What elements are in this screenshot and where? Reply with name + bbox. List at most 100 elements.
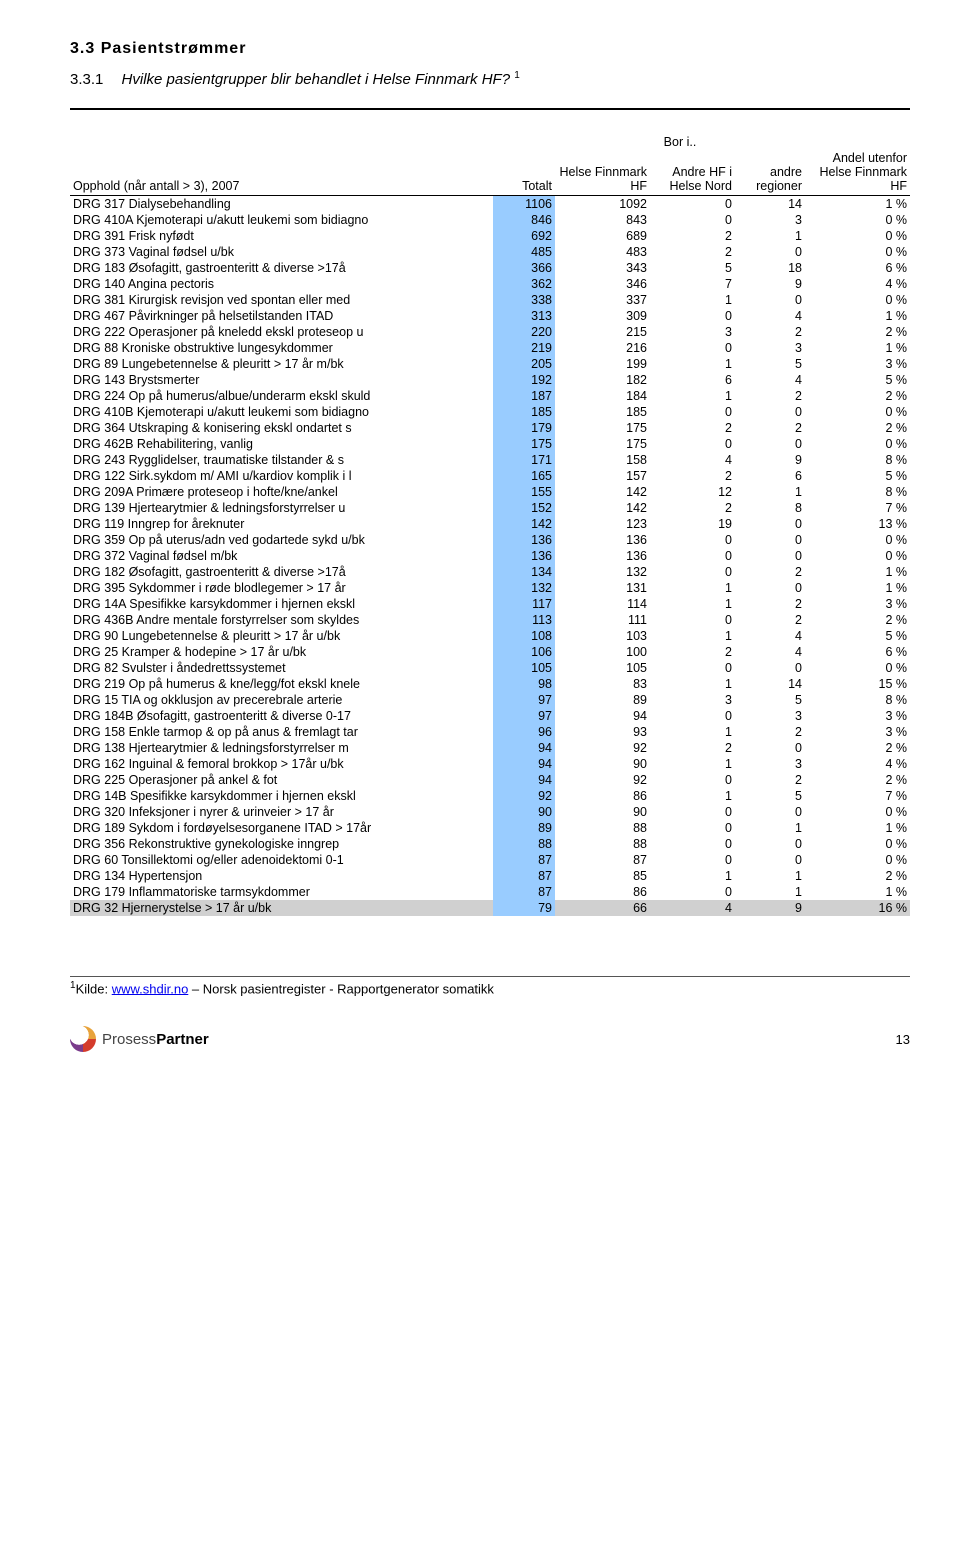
cell-b: 1 [650, 868, 735, 884]
cell-c: 1 [735, 868, 805, 884]
cell-b: 0 [650, 836, 735, 852]
cell-pct: 1 % [805, 564, 910, 580]
table-row: DRG 356 Rekonstruktive gynekologiske inn… [70, 836, 910, 852]
table-row: DRG 183 Øsofagitt, gastroenteritt & dive… [70, 260, 910, 276]
cell-totalt: 92 [493, 788, 555, 804]
cell-a: 90 [555, 804, 650, 820]
cell-a: 185 [555, 404, 650, 420]
cell-totalt: 220 [493, 324, 555, 340]
cell-pct: 1 % [805, 308, 910, 324]
cell-b: 7 [650, 276, 735, 292]
row-label: DRG 122 Sirk.sykdom m/ AMI u/kardiov kom… [70, 468, 493, 484]
table-row: DRG 381 Kirurgisk revisjon ved spontan e… [70, 292, 910, 308]
cell-b: 2 [650, 420, 735, 436]
cell-a: 86 [555, 884, 650, 900]
cell-pct: 4 % [805, 756, 910, 772]
cell-pct: 1 % [805, 196, 910, 213]
cell-b: 0 [650, 548, 735, 564]
table-row: DRG 243 Rygglidelser, traumatiske tilsta… [70, 452, 910, 468]
cell-pct: 2 % [805, 612, 910, 628]
cell-a: 66 [555, 900, 650, 916]
footnote: 1Kilde: www.shdir.no – Norsk pasientregi… [70, 976, 910, 996]
cell-c: 3 [735, 756, 805, 772]
cell-pct: 0 % [805, 532, 910, 548]
cell-pct: 8 % [805, 692, 910, 708]
cell-b: 4 [650, 452, 735, 468]
cell-totalt: 485 [493, 244, 555, 260]
table-row: DRG 119 Inngrep for åreknuter14212319013… [70, 516, 910, 532]
row-label: DRG 372 Vaginal fødsel m/bk [70, 548, 493, 564]
cell-a: 689 [555, 228, 650, 244]
cell-a: 94 [555, 708, 650, 724]
cell-c: 2 [735, 420, 805, 436]
footnote-suffix: – Norsk pasientregister - Rapportgenerat… [188, 981, 494, 996]
cell-b: 1 [650, 388, 735, 404]
col-h3: andre regioner [735, 150, 805, 196]
cell-totalt: 87 [493, 852, 555, 868]
cell-totalt: 113 [493, 612, 555, 628]
row-label: DRG 410B Kjemoterapi u/akutt leukemi som… [70, 404, 493, 420]
table-row: DRG 391 Frisk nyfødt692689210 % [70, 228, 910, 244]
cell-totalt: 88 [493, 836, 555, 852]
cell-c: 9 [735, 276, 805, 292]
row-label: DRG 158 Enkle tarmop & op på anus & frem… [70, 724, 493, 740]
cell-pct: 3 % [805, 356, 910, 372]
cell-pct: 3 % [805, 724, 910, 740]
cell-totalt: 134 [493, 564, 555, 580]
cell-b: 1 [650, 580, 735, 596]
cell-c: 0 [735, 804, 805, 820]
cell-totalt: 205 [493, 356, 555, 372]
subsection-heading: 3.3.1 Hvilke pasientgrupper blir behandl… [70, 70, 910, 88]
table-row: DRG 139 Hjertearytmier & ledningsforstyr… [70, 500, 910, 516]
cell-a: 309 [555, 308, 650, 324]
cell-a: 90 [555, 756, 650, 772]
cell-a: 93 [555, 724, 650, 740]
cell-c: 9 [735, 900, 805, 916]
table-row: DRG 209A Primære proteseop i hofte/kne/a… [70, 484, 910, 500]
row-label: DRG 373 Vaginal fødsel u/bk [70, 244, 493, 260]
cell-b: 1 [650, 788, 735, 804]
footnote-prefix: Kilde: [76, 981, 112, 996]
cell-c: 2 [735, 724, 805, 740]
cell-a: 83 [555, 676, 650, 692]
table-row: DRG 88 Kroniske obstruktive lungesykdomm… [70, 340, 910, 356]
cell-c: 1 [735, 484, 805, 500]
cell-a: 142 [555, 484, 650, 500]
cell-a: 136 [555, 548, 650, 564]
row-label: DRG 222 Operasjoner på kneledd ekskl pro… [70, 324, 493, 340]
cell-b: 1 [650, 596, 735, 612]
cell-c: 18 [735, 260, 805, 276]
cell-b: 2 [650, 500, 735, 516]
cell-a: 92 [555, 772, 650, 788]
cell-c: 8 [735, 500, 805, 516]
cell-pct: 13 % [805, 516, 910, 532]
row-label: DRG 395 Sykdommer i røde blodlegemer > 1… [70, 580, 493, 596]
table-row: DRG 395 Sykdommer i røde blodlegemer > 1… [70, 580, 910, 596]
row-label: DRG 467 Påvirkninger på helsetilstanden … [70, 308, 493, 324]
row-label: DRG 381 Kirurgisk revisjon ved spontan e… [70, 292, 493, 308]
cell-a: 114 [555, 596, 650, 612]
table-row: DRG 372 Vaginal fødsel m/bk136136000 % [70, 548, 910, 564]
row-label: DRG 182 Øsofagitt, gastroenteritt & dive… [70, 564, 493, 580]
cell-totalt: 132 [493, 580, 555, 596]
row-label: DRG 119 Inngrep for åreknuter [70, 516, 493, 532]
table-row: DRG 373 Vaginal fødsel u/bk485483200 % [70, 244, 910, 260]
cell-c: 4 [735, 372, 805, 388]
table-row: DRG 25 Kramper & hodepine > 17 år u/bk10… [70, 644, 910, 660]
col-h1: Helse Finnmark HF [555, 150, 650, 196]
table-row: DRG 467 Påvirkninger på helsetilstanden … [70, 308, 910, 324]
cell-b: 1 [650, 676, 735, 692]
cell-a: 111 [555, 612, 650, 628]
cell-b: 0 [650, 212, 735, 228]
row-label: DRG 317 Dialysebehandling [70, 196, 493, 213]
footnote-link[interactable]: www.shdir.no [112, 981, 189, 996]
cell-c: 0 [735, 292, 805, 308]
cell-totalt: 338 [493, 292, 555, 308]
cell-a: 199 [555, 356, 650, 372]
cell-totalt: 155 [493, 484, 555, 500]
col-totalt: Totalt [493, 150, 555, 196]
table-row: DRG 222 Operasjoner på kneledd ekskl pro… [70, 324, 910, 340]
row-label: DRG 189 Sykdom i fordøyelsesorganene ITA… [70, 820, 493, 836]
cell-totalt: 97 [493, 708, 555, 724]
row-label: DRG 436B Andre mentale forstyrrelser som… [70, 612, 493, 628]
